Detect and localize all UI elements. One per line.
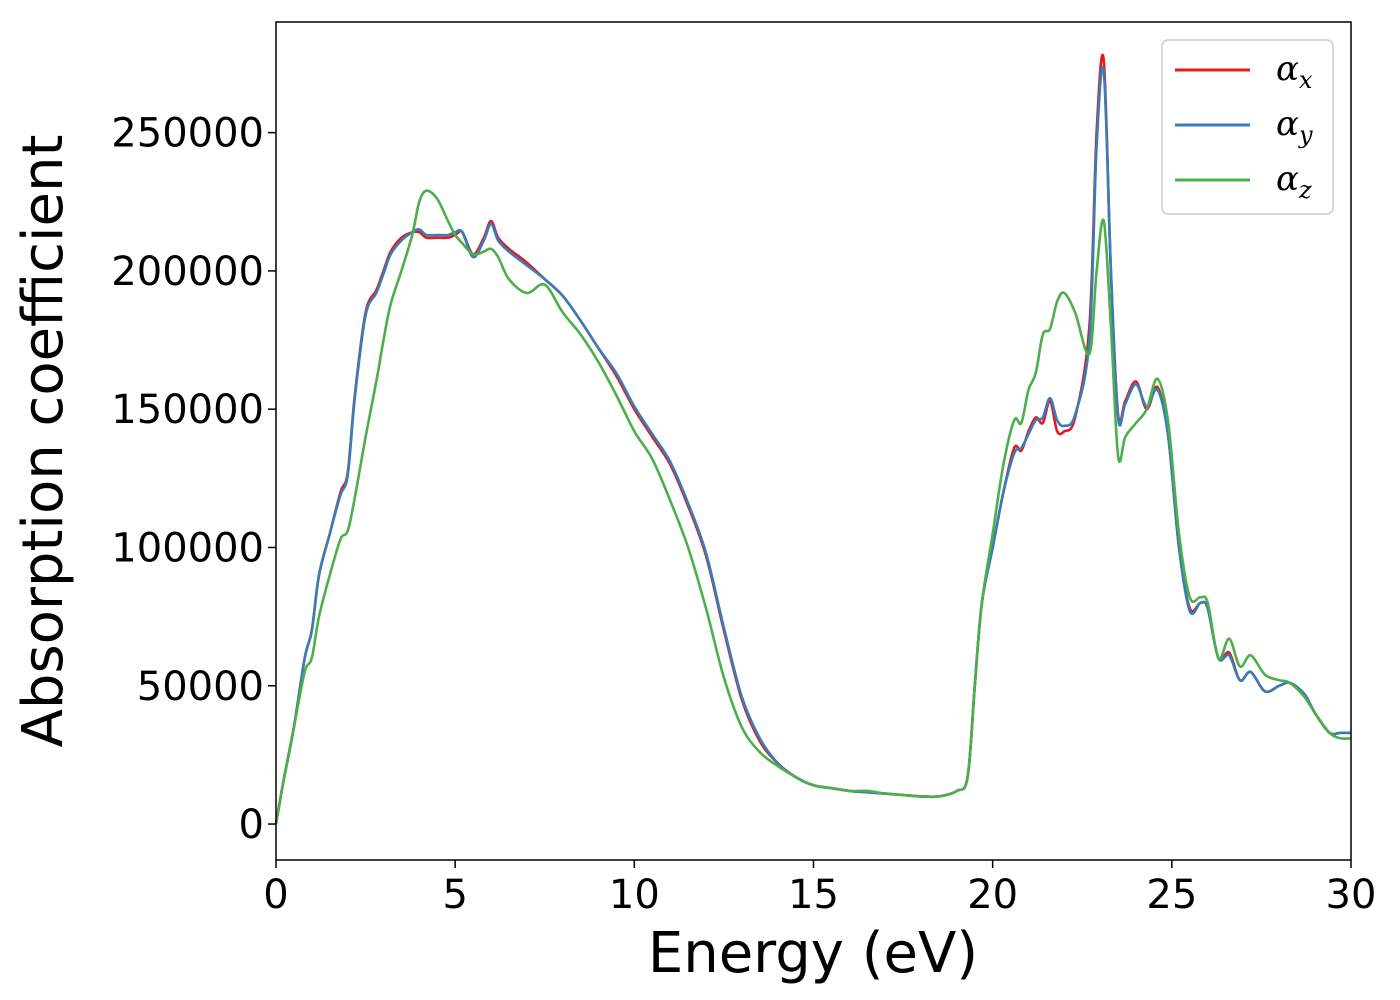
x-axis: 0 5 10 15 20 25 30: [263, 860, 1376, 918]
plot-area: [274, 53, 1352, 825]
y-tick-label: 150000: [111, 387, 264, 433]
y-axis: 0 50000 100000 150000 200000 250000: [111, 111, 276, 848]
y-tick-label: 200000: [111, 249, 264, 295]
legend-frame: [1161, 39, 1334, 215]
y-tick-label: 250000: [111, 111, 264, 157]
x-tick-label: 30: [1326, 872, 1377, 918]
x-tick-label: 15: [788, 872, 839, 918]
x-tick-label: 0: [263, 872, 288, 918]
series-line-2: [274, 189, 1352, 825]
x-tick-label: 10: [609, 872, 660, 918]
x-tick-label: 5: [442, 872, 467, 918]
x-axis-label: Energy (eV): [648, 921, 978, 986]
x-tick-label: 20: [967, 872, 1018, 918]
y-axis-label: Absorption coefficient: [11, 135, 76, 748]
y-tick-label: 0: [239, 802, 264, 848]
y-tick-label: 50000: [137, 664, 264, 710]
x-tick-label: 25: [1146, 872, 1197, 918]
y-tick-label: 100000: [111, 525, 264, 571]
